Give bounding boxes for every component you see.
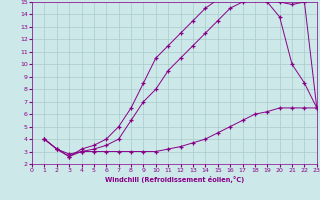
X-axis label: Windchill (Refroidissement éolien,°C): Windchill (Refroidissement éolien,°C) bbox=[105, 176, 244, 183]
